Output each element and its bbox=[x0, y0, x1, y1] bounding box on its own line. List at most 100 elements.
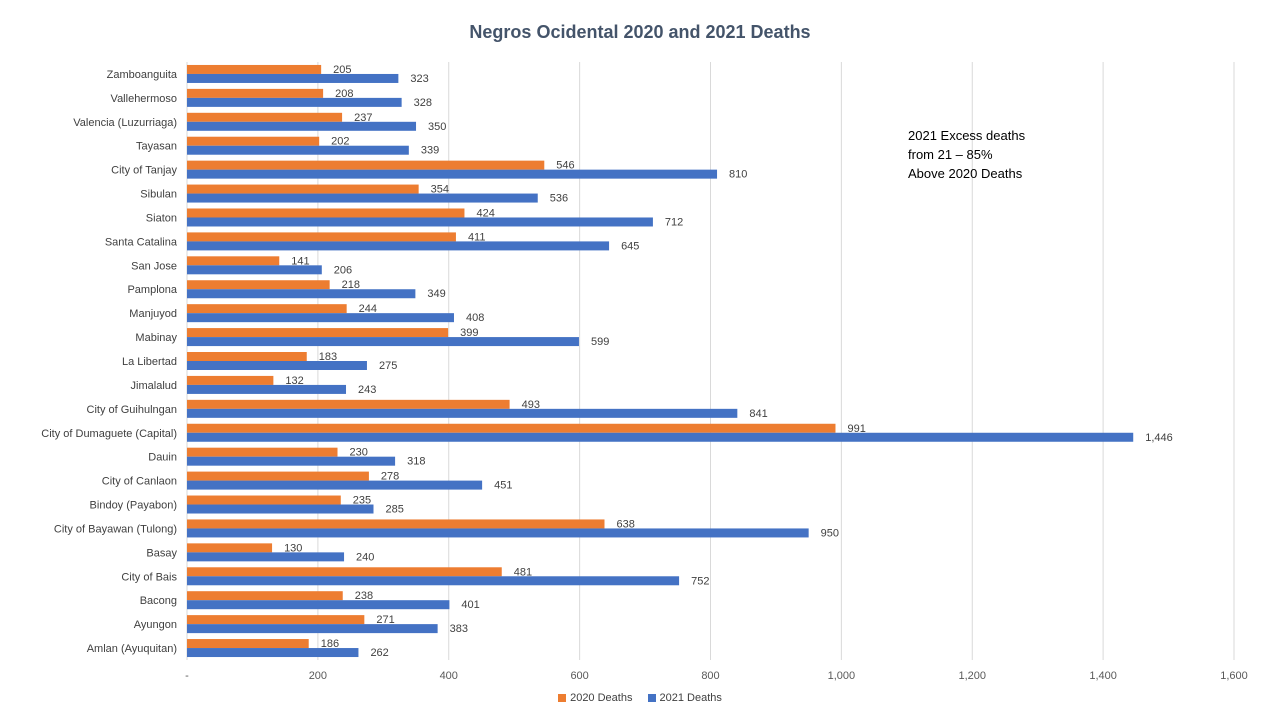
category-label: Basay bbox=[146, 547, 177, 559]
data-label-2020: 244 bbox=[359, 303, 377, 315]
category-label: City of Tanjay bbox=[111, 165, 177, 177]
data-label-2020: 481 bbox=[514, 566, 532, 578]
data-label-2020: 271 bbox=[376, 614, 394, 626]
bar-2021 bbox=[187, 265, 322, 275]
bar-2021 bbox=[187, 552, 345, 562]
category-label: Vallehermoso bbox=[111, 93, 177, 105]
bar-2021 bbox=[187, 504, 374, 514]
bar-2021 bbox=[187, 289, 416, 299]
category-label: Amlan (Ayuquitan) bbox=[87, 643, 177, 655]
data-label-2020: 132 bbox=[285, 375, 303, 387]
data-label-2020: 235 bbox=[353, 495, 371, 507]
bar-2020 bbox=[187, 471, 369, 481]
bar-2021 bbox=[187, 217, 653, 227]
category-label: La Libertad bbox=[122, 356, 177, 368]
excess-deaths-annotation: 2021 Excess deaths from 21 – 85% Above 2… bbox=[908, 128, 1026, 181]
data-label-2020: 130 bbox=[284, 542, 302, 554]
x-tick-label: 200 bbox=[309, 670, 327, 682]
data-label-2021: 408 bbox=[466, 312, 484, 324]
category-label: Dauin bbox=[148, 452, 177, 464]
category-label: Zamboanguita bbox=[107, 69, 178, 81]
data-label-2021: 350 bbox=[428, 121, 446, 133]
bar-2020 bbox=[187, 256, 280, 266]
data-label-2020: 991 bbox=[847, 423, 865, 435]
category-label: Sibulan bbox=[140, 189, 177, 201]
category-label: City of Canlaon bbox=[102, 476, 177, 488]
data-label-2020: 208 bbox=[335, 88, 353, 100]
category-label: Santa Catalina bbox=[105, 236, 178, 248]
data-label-2020: 493 bbox=[522, 399, 540, 411]
category-label: Valencia (Luzurriaga) bbox=[73, 117, 177, 129]
bar-2020 bbox=[187, 639, 309, 649]
bar-2020 bbox=[187, 280, 330, 290]
data-label-2020: 238 bbox=[355, 590, 373, 602]
bar-2020 bbox=[187, 447, 338, 457]
category-label: Manjuyod bbox=[129, 308, 177, 320]
data-label-2021: 383 bbox=[450, 623, 468, 635]
bar-2021 bbox=[187, 169, 718, 179]
x-tick-label: 1,000 bbox=[828, 670, 856, 682]
legend-item-2020: 2020 Deaths bbox=[558, 692, 632, 704]
data-label-2020: 230 bbox=[350, 447, 368, 459]
data-label-2021: 262 bbox=[370, 647, 388, 659]
data-label-2021: 712 bbox=[665, 216, 683, 228]
bar-2021 bbox=[187, 624, 438, 634]
bar-2020 bbox=[187, 423, 836, 433]
bar-2021 bbox=[187, 121, 417, 131]
category-label: Pamplona bbox=[127, 284, 177, 296]
legend-swatch-2020 bbox=[558, 694, 567, 702]
data-label-2020: 186 bbox=[321, 638, 339, 650]
x-tick-label: 800 bbox=[701, 670, 719, 682]
bar-2021 bbox=[187, 528, 809, 538]
data-label-2020: 546 bbox=[556, 160, 574, 172]
bar-2021 bbox=[187, 648, 359, 658]
bar-2021 bbox=[187, 193, 538, 203]
data-label-2021: 240 bbox=[356, 551, 374, 563]
data-label-2020: 183 bbox=[319, 351, 337, 363]
x-tick-label: - bbox=[185, 670, 189, 682]
legend-label-2021: 2021 Deaths bbox=[659, 692, 722, 704]
data-label-2020: 424 bbox=[476, 207, 494, 219]
bar-2020 bbox=[187, 495, 341, 505]
category-label: Tayasan bbox=[136, 141, 177, 153]
data-label-2020: 237 bbox=[354, 112, 372, 124]
data-label-2020: 411 bbox=[468, 231, 486, 243]
bar-2021 bbox=[187, 145, 409, 155]
bar-2020 bbox=[187, 328, 449, 338]
data-label-2021: 318 bbox=[407, 456, 425, 468]
x-tick-label: 1,400 bbox=[1089, 670, 1117, 682]
bar-2020 bbox=[187, 519, 605, 529]
category-label: San Jose bbox=[131, 260, 177, 272]
bar-2020 bbox=[187, 352, 307, 361]
data-label-2021: 328 bbox=[414, 97, 432, 109]
data-label-2021: 243 bbox=[358, 384, 376, 396]
bar-2020 bbox=[187, 88, 324, 98]
bar-2021 bbox=[187, 73, 399, 83]
data-label-2020: 278 bbox=[381, 471, 399, 483]
bar-2020 bbox=[187, 591, 343, 601]
bar-2020 bbox=[187, 136, 320, 146]
category-label: City of Bayawan (Tulong) bbox=[54, 523, 177, 535]
data-label-2021: 206 bbox=[334, 264, 352, 276]
data-label-2020: 354 bbox=[431, 184, 449, 196]
bar-2020 bbox=[187, 567, 502, 577]
bar-2021 bbox=[187, 313, 454, 323]
category-label: Bindoy (Payabon) bbox=[90, 500, 177, 512]
bar-2021 bbox=[187, 480, 483, 490]
category-label: City of Guihulngan bbox=[87, 404, 178, 416]
legend-swatch-2021 bbox=[647, 694, 656, 702]
bar-2021 bbox=[187, 600, 450, 610]
data-label-2020: 202 bbox=[331, 136, 349, 148]
data-label-2021: 401 bbox=[461, 599, 479, 611]
bar-2020 bbox=[187, 399, 510, 409]
data-label-2021: 810 bbox=[729, 169, 747, 181]
bar-2020 bbox=[187, 160, 545, 170]
category-label: Ayungon bbox=[134, 619, 177, 631]
bar-2020 bbox=[187, 112, 343, 122]
bar-2021 bbox=[187, 241, 610, 251]
data-label-2021: 752 bbox=[691, 575, 709, 587]
x-tick-label: 1,600 bbox=[1220, 670, 1248, 682]
bar-2020 bbox=[187, 543, 273, 553]
